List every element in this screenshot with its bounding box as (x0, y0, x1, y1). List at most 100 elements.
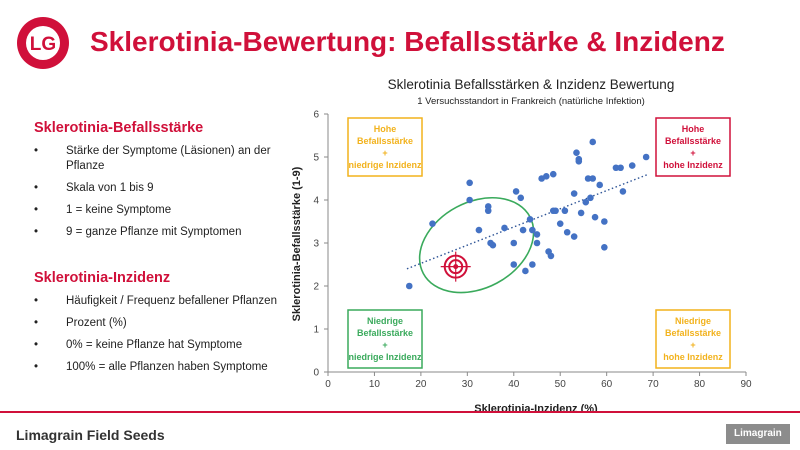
data-point (547, 252, 555, 260)
target-icon (440, 251, 471, 282)
data-point (533, 239, 541, 247)
bullet-item: Stärke der Symptome (Läsionen) an der Pf… (34, 144, 284, 174)
data-point (589, 138, 597, 146)
data-point (642, 153, 650, 161)
annotation-box-border (347, 117, 423, 177)
section-inzidenz: Sklerotinia-Inzidenz Häufigkeit / Freque… (34, 270, 284, 375)
data-point (549, 170, 557, 178)
x-tick-label: 40 (508, 379, 520, 390)
annotation-line: hohe Inzidenz (663, 160, 723, 170)
x-axis-label: Sklerotinia-Inzidenz (%) (474, 403, 598, 412)
logo-text: LG (30, 34, 56, 55)
quadrant-annotations: Hohe Befallsstärke + niedrige Inzidenz Hohe B… (347, 117, 731, 369)
data-point (519, 226, 527, 234)
data-point (484, 207, 492, 215)
data-point (512, 188, 520, 195)
annotation-line: Hohe (374, 124, 397, 134)
x-tick-label: 70 (648, 379, 660, 390)
bullet-item: 100% = alle Pflanzen haben Symptome (34, 360, 284, 375)
annotation-line: Befallsstärke (665, 328, 721, 338)
annotation-line: Niedrige (367, 316, 403, 326)
data-point (489, 241, 497, 249)
data-point (526, 216, 534, 223)
data-point (552, 207, 559, 215)
x-tick-label: 80 (694, 379, 706, 390)
x-tick-label: 0 (325, 379, 331, 390)
y-tick-label: 4 (313, 196, 319, 207)
data-point (587, 194, 594, 202)
data-point (589, 175, 597, 182)
scatter-chart: Sklerotinia Befallsstärken & Inzidenz Be… (286, 72, 786, 412)
data-point (475, 226, 483, 234)
annotation-line: niedrige Inzidenz (348, 352, 422, 362)
annotation-line: Befallsstärke (357, 328, 413, 338)
data-point (510, 239, 518, 247)
data-point (556, 220, 564, 227)
bullet-item: Skala von 1 bis 9 (34, 181, 284, 196)
bullet-item: Häufigkeit / Frequenz befallener Pflanze… (34, 294, 284, 309)
annotation-line: + (382, 148, 387, 158)
annotation-line: + (690, 340, 695, 350)
x-tick-label: 60 (601, 379, 613, 390)
y-tick-label: 0 (313, 368, 319, 379)
bullet-item: 1 = keine Symptome (34, 203, 284, 218)
y-tick-label: 3 (313, 239, 319, 250)
x-tick-label: 50 (555, 379, 567, 390)
annotation-box-border (655, 309, 731, 369)
data-point (563, 228, 571, 236)
annotation-box-border (347, 309, 423, 369)
annotation-box-top-left: Hohe Befallsstärke + niedrige Inzidenz (347, 117, 423, 177)
y-tick-label: 1 (313, 325, 319, 336)
annotation-line: + (382, 340, 387, 350)
annotation-line: + (690, 148, 695, 158)
y-tick-label: 2 (313, 282, 319, 293)
x-tick-label: 10 (369, 379, 381, 390)
data-point (601, 218, 608, 225)
annotation-box-top-right: Hohe Befallsstärke + hohe Inzidenz (655, 117, 731, 177)
page-title: Sklerotinia-Bewertung: Befallsstärke & I… (90, 26, 725, 57)
data-point (510, 261, 518, 268)
section-heading: Sklerotinia-Befallsstärke (34, 120, 204, 136)
annotation-line: Niedrige (675, 316, 711, 326)
data-point (522, 267, 529, 275)
data-point (596, 181, 603, 189)
data-point (405, 282, 413, 290)
data-point (577, 209, 585, 217)
data-point (628, 162, 636, 169)
chart-svg: Sklerotinia Befallsstärken & Inzidenz Be… (291, 77, 752, 412)
annotation-box-border (655, 117, 731, 177)
data-point (529, 226, 536, 234)
annotation-line: niedrige Inzidenz (348, 160, 422, 170)
highlight-ellipse (418, 196, 535, 294)
plot-area: 0 10 20 30 40 50 60 70 80 90 0 1 2 3 4 5 6 (313, 110, 752, 391)
bullet-list: Häufigkeit / Frequenz befallener Pflanze… (34, 294, 284, 375)
section-heading: Sklerotinia-Inzidenz (34, 270, 171, 286)
data-point (542, 173, 550, 180)
section-befallsstaerke: Sklerotinia-Befallsstärke Stärke der Sym… (34, 120, 284, 240)
x-tick-label: 30 (462, 379, 474, 390)
bullet-item: 9 = ganze Pflanze mit Symptomen (34, 225, 284, 240)
data-point (466, 179, 473, 187)
y-axis-label: Sklerotinia-Befallsstärke (1-9) (291, 166, 303, 321)
data-point (582, 198, 590, 206)
bullet-item: Prozent (%) (34, 316, 284, 331)
data-point (533, 231, 541, 238)
data-point (617, 164, 624, 172)
y-tick-label: 5 (313, 153, 319, 164)
data-point (570, 233, 578, 240)
footer-divider (0, 411, 800, 413)
bullet-list: Stärke der Symptome (Läsionen) an der Pf… (34, 144, 284, 240)
annotation-line: Hohe (682, 124, 705, 134)
left-panel: Sklerotinia-Befallsstärke Stärke der Sym… (34, 120, 284, 382)
annotation-box-bottom-left: Niedrige Befallsstärke + niedrige Inzidenz (347, 309, 423, 369)
y-tick-label: 6 (313, 110, 319, 121)
x-tick-label: 20 (415, 379, 427, 390)
data-point (619, 188, 627, 195)
data-point (601, 244, 608, 251)
data-point (575, 158, 583, 165)
data-point (573, 149, 580, 156)
footer-brand-logo: Limagrain (726, 424, 790, 444)
data-point (591, 213, 599, 221)
footer-company: Limagrain Field Seeds (16, 427, 165, 443)
lg-logo: LG (17, 17, 69, 69)
